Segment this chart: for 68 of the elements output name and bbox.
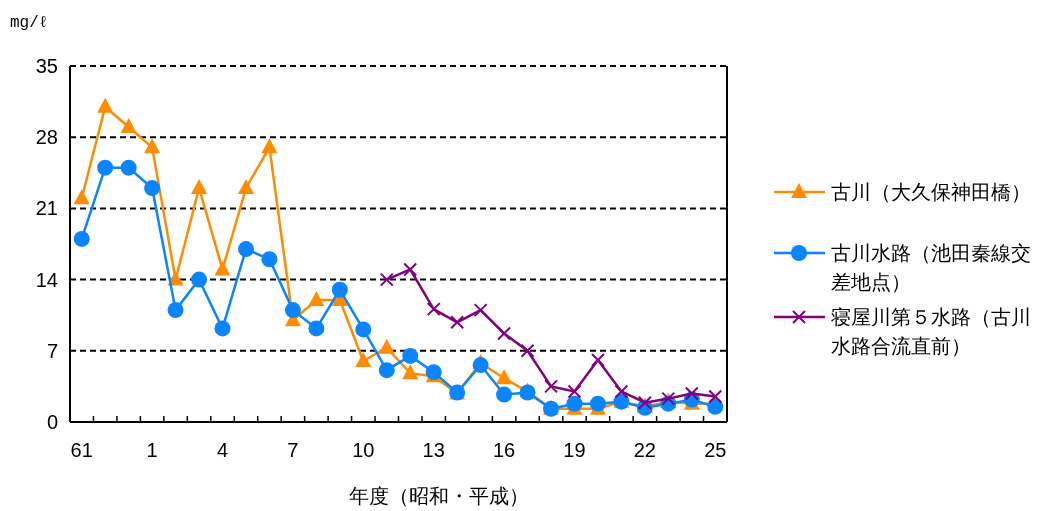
point bbox=[378, 338, 395, 354]
point bbox=[120, 118, 137, 134]
y-axis-title: mg/ℓ bbox=[10, 14, 49, 32]
point bbox=[237, 241, 254, 258]
point bbox=[331, 281, 348, 298]
y-tick-label: 0 bbox=[46, 411, 58, 433]
point bbox=[144, 180, 161, 197]
point bbox=[214, 320, 231, 337]
point bbox=[97, 97, 114, 113]
x-tick-label: 4 bbox=[216, 439, 229, 461]
point bbox=[73, 189, 90, 205]
point bbox=[566, 395, 583, 412]
point bbox=[261, 138, 278, 154]
point bbox=[402, 347, 419, 364]
point bbox=[544, 379, 559, 394]
point bbox=[97, 159, 114, 176]
point bbox=[684, 386, 699, 401]
point bbox=[590, 352, 605, 367]
point bbox=[355, 351, 372, 367]
x-tick-label: 13 bbox=[422, 439, 445, 461]
point bbox=[214, 260, 231, 276]
legend-label: 寝屋川第５水路（古川水路合流直前） bbox=[831, 305, 1032, 359]
y-tick-label: 28 bbox=[35, 126, 58, 149]
point bbox=[237, 179, 254, 195]
point bbox=[520, 343, 535, 358]
point bbox=[73, 230, 90, 247]
x-tick-label: 10 bbox=[352, 439, 375, 461]
point bbox=[402, 364, 419, 380]
point bbox=[191, 271, 208, 288]
point bbox=[308, 290, 325, 306]
point bbox=[589, 395, 606, 412]
y-tick-label: 35 bbox=[35, 55, 58, 77]
point bbox=[567, 384, 582, 399]
x-axis-title: 年度（昭和・平成） bbox=[348, 485, 529, 507]
point bbox=[167, 270, 184, 286]
point bbox=[191, 179, 208, 195]
legend-label: 古川水路（池田秦線交差地点） bbox=[831, 241, 1032, 295]
x-tick-label: 25 bbox=[704, 439, 727, 461]
point bbox=[261, 251, 278, 268]
y-tick-label: 7 bbox=[46, 339, 58, 362]
point bbox=[472, 357, 489, 374]
point bbox=[378, 362, 395, 379]
y-tick-label: 21 bbox=[35, 197, 58, 220]
point bbox=[355, 321, 372, 338]
x-tick-label: 22 bbox=[633, 439, 656, 461]
x-tick-label: 7 bbox=[287, 439, 299, 461]
point bbox=[167, 302, 184, 319]
x-tick-label: 19 bbox=[563, 439, 586, 461]
point bbox=[403, 262, 418, 277]
point bbox=[707, 398, 724, 415]
y-tick-label: 14 bbox=[35, 268, 58, 291]
point bbox=[144, 138, 161, 154]
point bbox=[614, 384, 629, 399]
point bbox=[120, 159, 137, 176]
x-tick-label: 1 bbox=[146, 439, 158, 461]
point bbox=[497, 326, 512, 341]
point bbox=[496, 386, 513, 403]
legend-label: 古川（大久保神田橋） bbox=[831, 180, 1032, 205]
point bbox=[379, 272, 394, 287]
point bbox=[708, 389, 723, 404]
point bbox=[284, 302, 301, 319]
point bbox=[426, 302, 441, 317]
x-tick-label: 61 bbox=[70, 439, 93, 461]
point bbox=[473, 303, 488, 318]
point bbox=[450, 315, 465, 330]
point bbox=[308, 320, 325, 337]
x-tick-label: 16 bbox=[492, 439, 516, 461]
point bbox=[496, 369, 513, 385]
